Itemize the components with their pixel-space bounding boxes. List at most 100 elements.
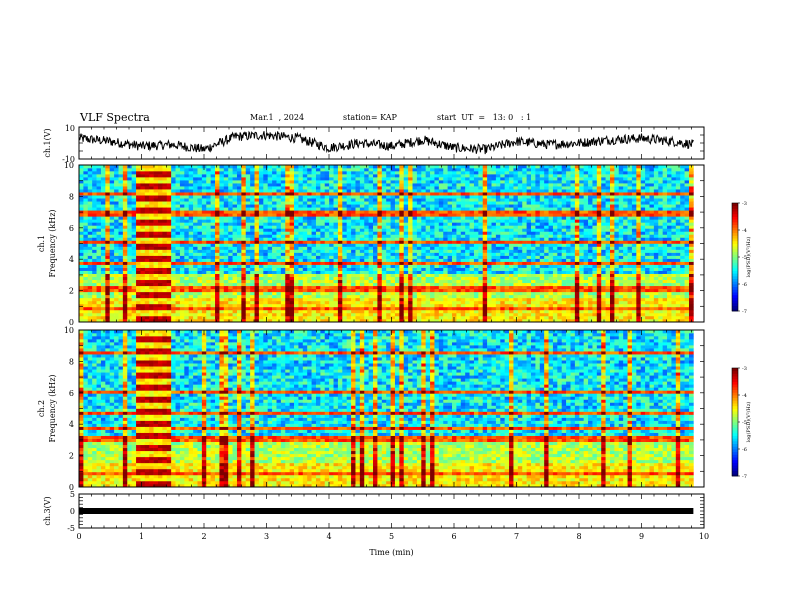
- ch1-spectrogram-cell: [452, 168, 457, 172]
- ch1-spectrogram-cell: [412, 210, 418, 214]
- ch1-spectrogram-cell: [250, 267, 255, 271]
- ch1-spectrogram-cell: [399, 222, 405, 226]
- ch1-spectrogram-cell: [122, 291, 128, 296]
- ch1-spectrogram-cell: [215, 183, 220, 187]
- ch1-spectrogram-cell: [355, 300, 361, 305]
- ch1-spectrogram-cell: [364, 174, 369, 178]
- ch1-spectrogram-cell: [421, 186, 426, 190]
- ch1-spectrogram-cell: [473, 240, 479, 244]
- ch1-spectrogram-cell: [473, 243, 479, 247]
- ch1-spectrogram-cell: [359, 180, 365, 184]
- ch1-spectrogram-cell: [355, 192, 361, 196]
- ch1-spectrogram-cell: [131, 258, 137, 262]
- ch1-spectrogram-cell: [421, 282, 426, 287]
- ch1-spectrogram-cell: [412, 177, 418, 181]
- ch1-spectrogram-cell: [197, 276, 203, 281]
- ch1-spectrogram-cell: [215, 273, 220, 278]
- ch1-spectrogram-cell: [241, 273, 247, 278]
- ch1-spectrogram-cell: [258, 276, 264, 281]
- ch1-spectrogram-cell: [473, 177, 479, 181]
- ch1-spectrogram-cell: [285, 174, 290, 178]
- ch1-spectrogram-cell: [307, 183, 312, 187]
- ch1-spectrogram-cell: [452, 207, 457, 211]
- ch1-spectrogram-cell: [280, 318, 286, 323]
- ch1-spectrogram-cell: [289, 240, 295, 244]
- ch1-spectrogram-cell: [92, 207, 97, 211]
- ch1-spectrogram-cell: [289, 231, 295, 235]
- ch1-spectrogram-cell: [149, 285, 154, 290]
- ch1-spectrogram-cell: [144, 261, 150, 265]
- ch1-spectrogram-cell: [206, 234, 211, 238]
- ch1-spectrogram-cell: [258, 171, 264, 175]
- ch1-spectrogram-cell: [359, 246, 365, 250]
- ch1-spectrogram-cell: [403, 171, 409, 175]
- ch1-spectrogram-cell: [149, 300, 154, 305]
- ch1-spectrogram-cell: [276, 249, 282, 253]
- ch1-spectrogram-cell: [403, 177, 409, 181]
- ch1-spectrogram-cell: [157, 219, 163, 223]
- ch1-spectrogram-cell: [302, 186, 308, 190]
- ch1-spectrogram-cell: [236, 174, 242, 178]
- ch1-spectrogram-cell: [447, 273, 453, 278]
- ch1-spectrogram-cell: [478, 291, 484, 296]
- ch1-spectrogram-cell: [236, 291, 242, 296]
- ch1-spectrogram-cell: [245, 180, 251, 184]
- ch1-spectrogram-cell: [377, 204, 383, 208]
- ch1-spectrogram-cell: [416, 294, 422, 299]
- ch1-spectrogram-cell: [201, 255, 207, 259]
- ch1-spectrogram-cell: [241, 243, 247, 247]
- ch1-spectrogram-cell: [206, 318, 211, 323]
- ch1-spectrogram-cell: [342, 231, 347, 235]
- ch1-spectrogram-cell: [210, 177, 216, 181]
- ch1-spectrogram-cell: [228, 267, 233, 271]
- ch1-spectrogram-cell: [434, 291, 440, 296]
- ch1-spectrogram-cell: [416, 243, 422, 247]
- ch1-spectrogram-cell: [96, 255, 102, 259]
- ch1-spectrogram-cell: [100, 240, 106, 244]
- ch1-spectrogram-cell: [329, 318, 334, 323]
- ch1-spectrogram-cell: [443, 213, 448, 217]
- ch1-spectrogram-cell: [469, 261, 475, 265]
- ch1-spectrogram-cell: [136, 294, 141, 299]
- ch1-spectrogram-cell: [144, 216, 150, 220]
- ch1-spectrogram-cell: [377, 186, 383, 190]
- ch1-spectrogram-cell: [482, 312, 488, 317]
- ch1-spectrogram-cell: [425, 195, 431, 199]
- ch1-spectrogram-cell: [127, 177, 132, 181]
- ch1-spectrogram-cell: [153, 168, 159, 172]
- ch1-spectrogram-cell: [307, 189, 312, 193]
- ch1-spectrogram-cell: [171, 165, 176, 169]
- ch1-spectrogram-cell: [245, 192, 251, 196]
- ch1-spectrogram-cell: [149, 237, 154, 241]
- ch1-spectrogram-cell: [460, 261, 466, 265]
- ch1-spectrogram-cell: [394, 309, 400, 314]
- ch1-spectrogram-cell: [263, 201, 268, 205]
- ch1-spectrogram-cell: [386, 279, 391, 284]
- ch1-spectrogram-cell: [294, 216, 299, 220]
- ch1-spectrogram-cell: [478, 201, 484, 205]
- ch1-spectrogram-cell: [355, 207, 361, 211]
- ch1-spectrogram-cell: [315, 291, 321, 296]
- ch1-spectrogram-cell: [320, 273, 326, 278]
- ch1-spectrogram-cell: [364, 270, 369, 274]
- ch1-spectrogram-cell: [175, 276, 181, 281]
- ch1-spectrogram-cell: [487, 273, 492, 278]
- ch1-spectrogram-cell: [294, 204, 299, 208]
- ch1-spectrogram-cell: [250, 186, 255, 190]
- ch1-spectrogram-cell: [263, 207, 268, 211]
- ch1-spectrogram-cell: [307, 240, 312, 244]
- ch1-spectrogram-cell: [96, 177, 102, 181]
- ch1-spectrogram-cell: [193, 273, 198, 278]
- ch1-spectrogram-cell: [193, 231, 198, 235]
- ch1-spectrogram-cell: [280, 228, 286, 232]
- ch1-spectrogram-cell: [157, 270, 163, 274]
- ch1-spectrogram-cell: [109, 285, 115, 290]
- ch1-spectrogram-cell: [329, 315, 334, 320]
- ch1-spectrogram-cell: [447, 258, 453, 262]
- ch1-spectrogram-cell: [131, 180, 137, 184]
- ch1-spectrogram-cell: [223, 243, 229, 247]
- ch1-spectrogram-cell: [469, 279, 475, 284]
- ch1-spectrogram-cell: [443, 168, 448, 172]
- ch1-spectrogram-cell: [434, 237, 440, 241]
- ch1-spectrogram-cell: [79, 237, 84, 241]
